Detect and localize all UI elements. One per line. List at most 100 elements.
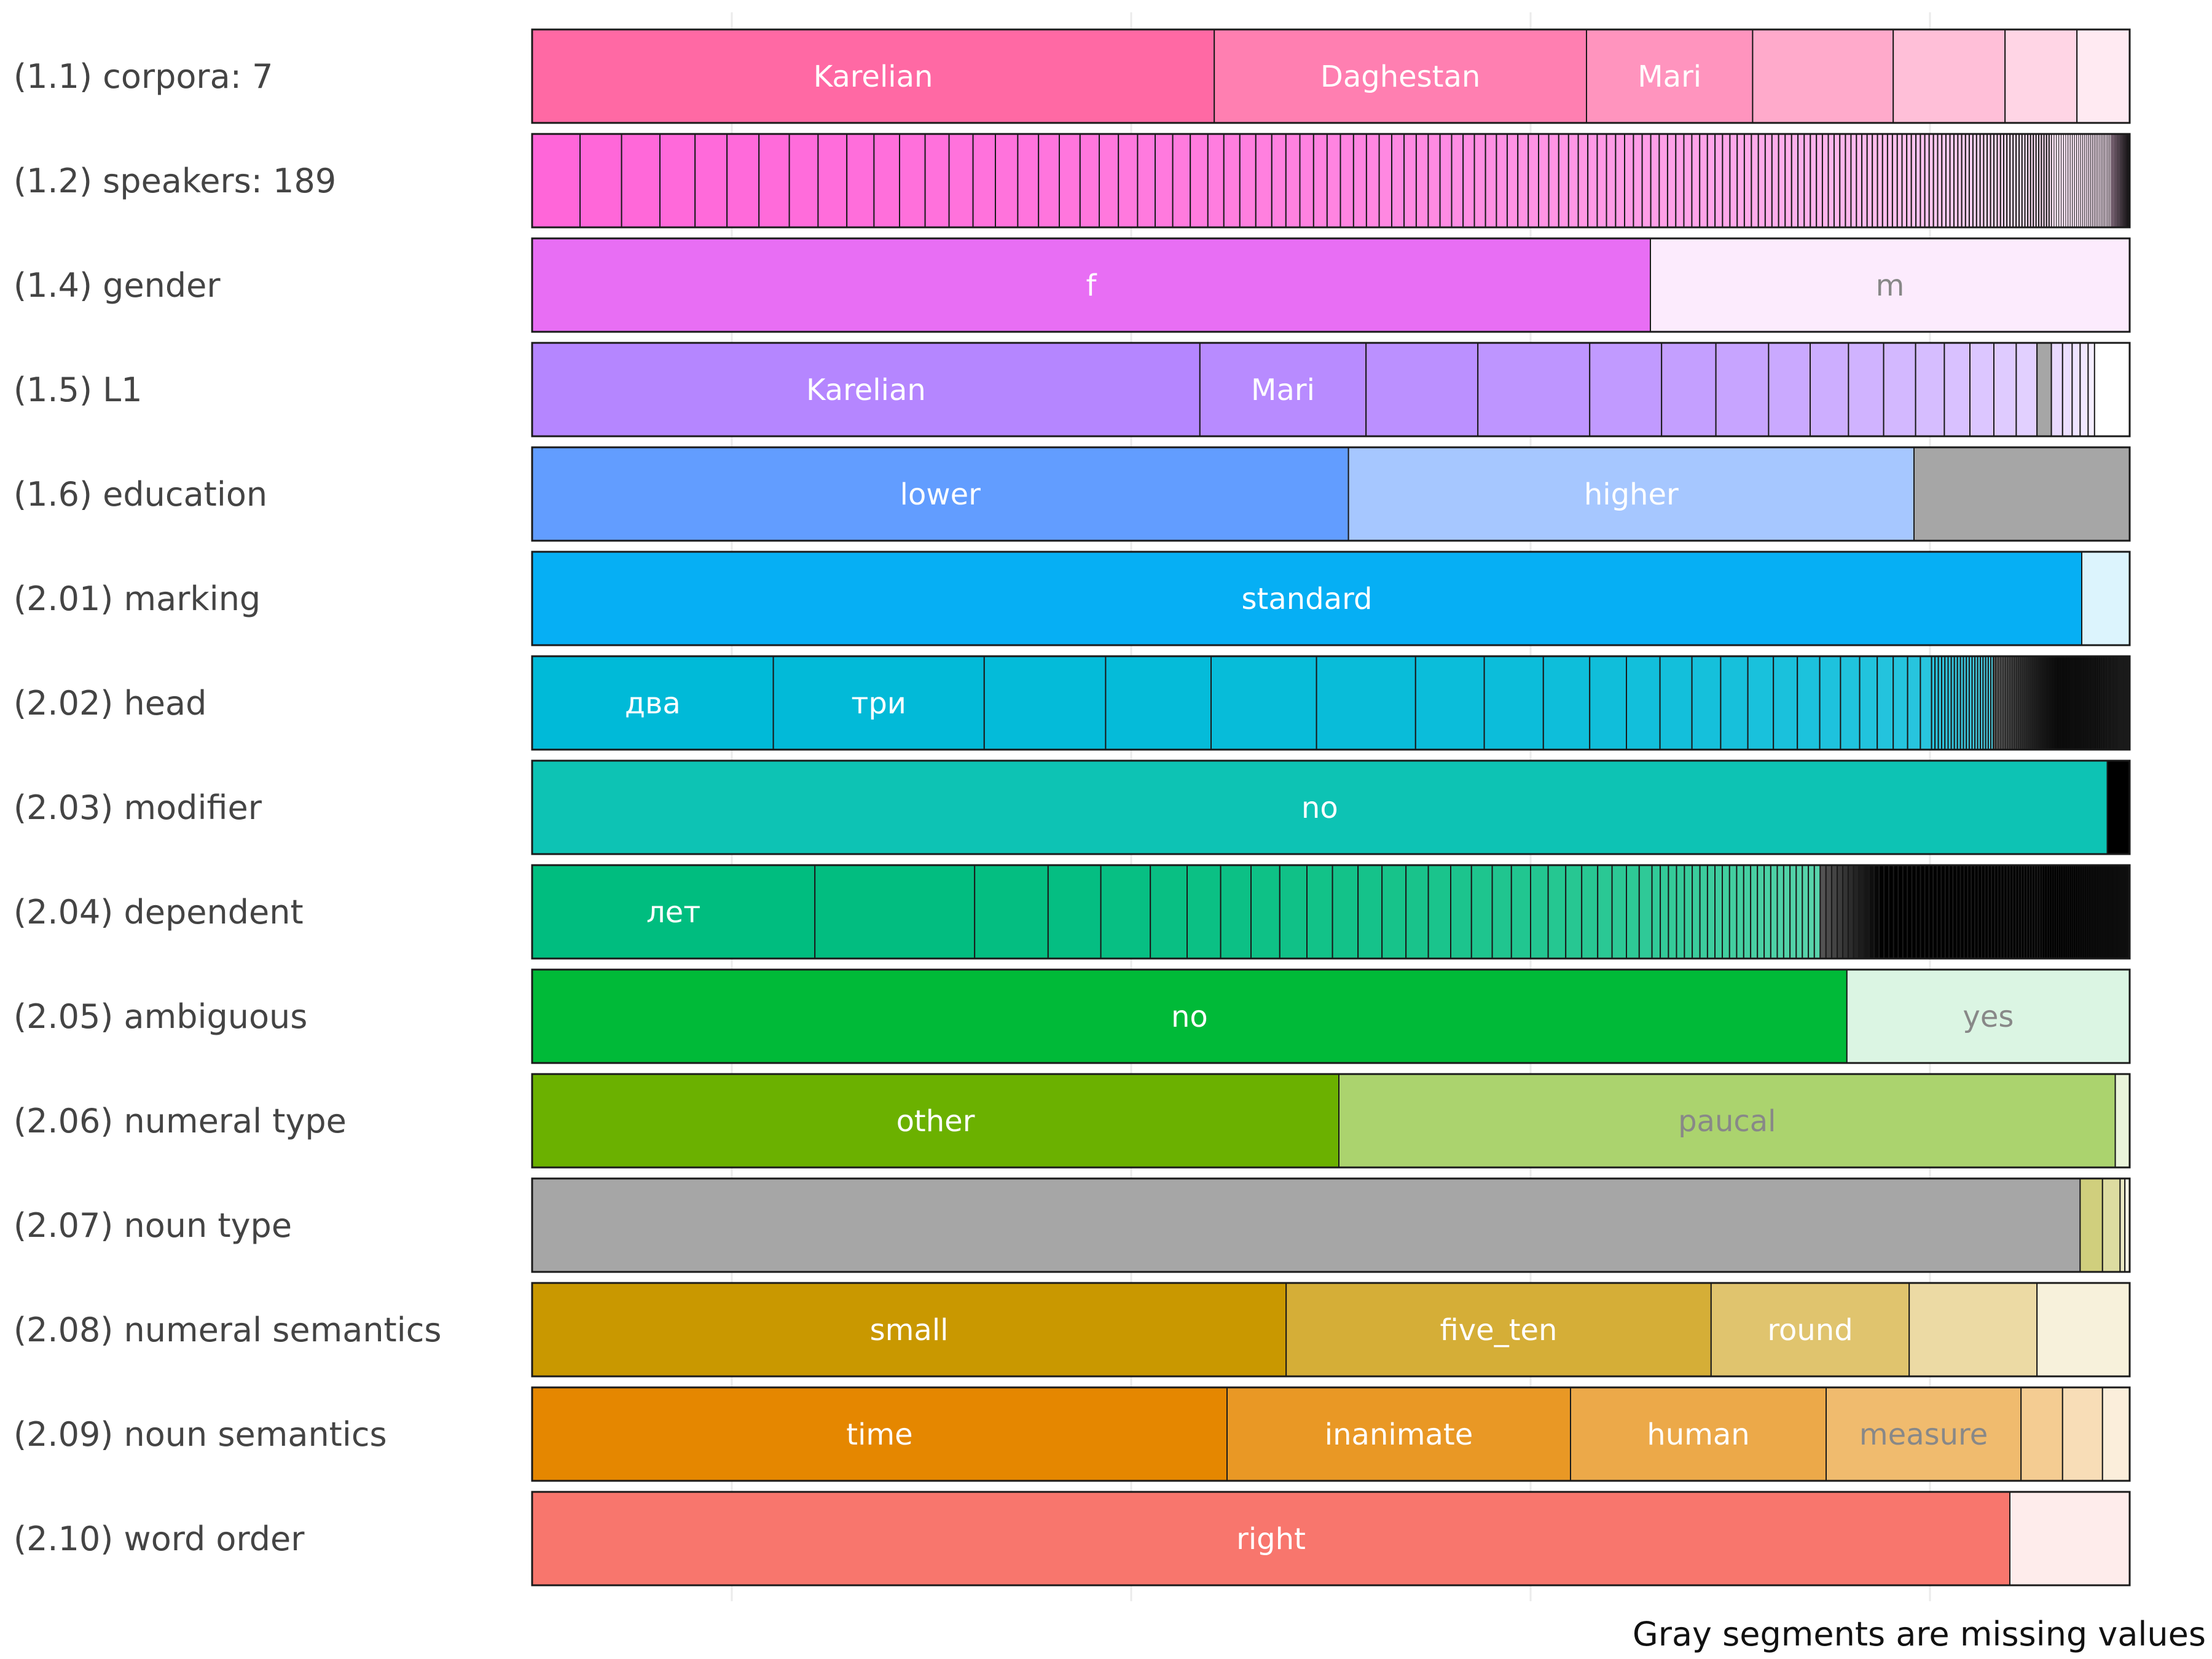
segment [2058,133,2062,228]
segment [1427,865,1452,959]
row-10: (2.06) numeral type other paucal [14,1073,2131,1169]
segment [1969,342,1994,437]
segment [1911,865,1917,959]
segment [1105,656,1212,750]
segment [1846,969,2131,1064]
segment-label: right [1236,1522,1306,1556]
segment [1699,865,1708,959]
row-label: (2.02) head [14,684,206,723]
segment [1789,865,1797,959]
segment [1915,865,1921,959]
segment [1736,133,1745,228]
segment [2051,865,2055,959]
segment [1565,865,1583,959]
row-label: (1.5) L1 [14,371,143,409]
segment [2020,656,2023,750]
segment [1357,865,1383,959]
segment-label: measure [1859,1418,1988,1452]
segment [1581,865,1599,959]
segment [1877,656,1894,750]
segment [1660,865,1669,959]
segment [694,133,728,228]
segment [1484,133,1497,228]
segment [1797,133,1805,228]
segment [1611,865,1628,959]
segment [1172,133,1191,228]
segment [2081,551,2130,646]
segment [948,133,974,228]
segment [1365,133,1380,228]
segment [1059,133,1081,228]
segment [1528,133,1540,228]
segment [1207,133,1225,228]
segment [2007,656,2010,750]
segment [1538,133,1550,228]
row-label: (2.04) dependent [14,893,304,931]
segment [1848,342,1885,437]
segment [1542,656,1591,750]
segment [1736,865,1744,959]
segment [1770,865,1778,959]
segment [2042,865,2045,959]
segment [2063,133,2066,228]
segment [1845,133,1852,228]
segment [1907,656,1921,750]
segment [1150,865,1188,959]
segment [1998,656,2001,750]
segment [1920,865,1926,959]
segment [1714,865,1724,959]
segment [1757,865,1765,959]
segment-label: Karelian [806,373,926,407]
segment [1819,656,1841,750]
segment [579,133,622,228]
segment [1210,656,1317,750]
segment [1920,656,1932,750]
segment [2061,1387,2103,1481]
segment [1790,133,1799,228]
segment [1451,133,1464,228]
segment [2044,865,2048,959]
segment [1530,865,1549,959]
segment [1901,133,1908,228]
segment [1381,865,1407,959]
segment [924,133,950,228]
segment [2036,342,2052,437]
segment [531,1178,2081,1273]
segment [1722,133,1731,228]
row-label: (2.05) ambiguous [14,997,307,1036]
row-label: (2.03) modifier [14,788,262,827]
segment [1830,865,1838,959]
segment [1795,865,1803,959]
segment [1764,133,1773,228]
row-label: (1.6) education [14,475,267,514]
segment [1299,133,1314,228]
segment [1378,133,1393,228]
segment [1743,133,1752,228]
segment [1943,342,1971,437]
segment [2071,342,2081,437]
segment [1722,865,1730,959]
segment [1892,29,2006,124]
segment [1079,133,1100,228]
row-label: (2.09) noun semantics [14,1415,387,1454]
segment [1825,865,1832,959]
segment [1450,865,1472,959]
segment [1226,1387,1571,1481]
segment [1691,656,1722,750]
segment [1908,1282,2038,1377]
segment [1752,29,1894,124]
segment [1850,133,1857,228]
segment [1491,865,1512,959]
segment [899,133,926,228]
segment [1676,865,1685,959]
segment [1937,133,1943,228]
segment [1597,865,1613,959]
row-3: (1.5) L1 Karelian Mari [14,342,2131,437]
segment [531,1491,2010,1586]
segment [1626,656,1661,750]
segment-label: five_ten [1440,1313,1558,1347]
segment [2114,1073,2131,1168]
segment [1606,133,1617,228]
segment [1743,865,1752,959]
